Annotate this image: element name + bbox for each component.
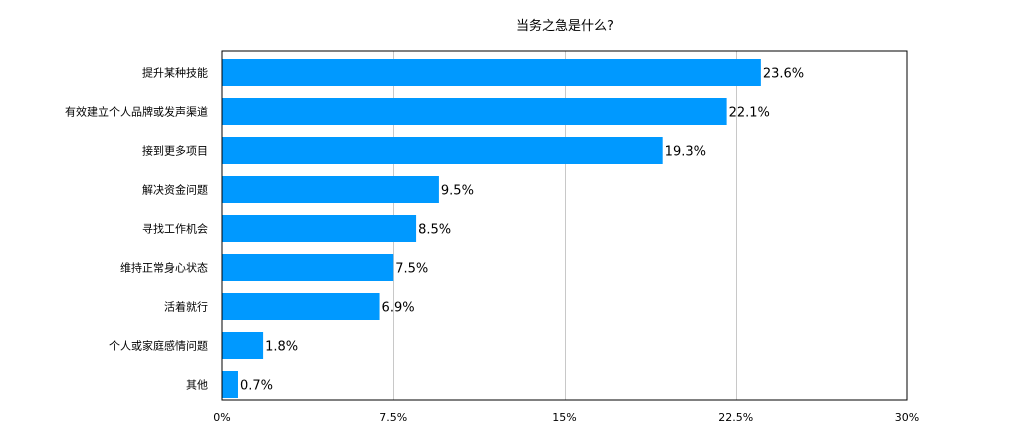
category-label: 提升某种技能	[142, 66, 208, 80]
data-label: 1.8%	[265, 340, 298, 355]
category-label: 接到更多项目	[142, 144, 208, 158]
bar	[222, 176, 439, 203]
category-label: 个人或家庭感情问题	[109, 339, 208, 353]
x-tick-label: 0%	[213, 411, 230, 424]
bar	[222, 59, 761, 86]
data-label: 0.7%	[240, 379, 273, 394]
data-label: 23.6%	[763, 67, 804, 82]
data-label: 8.5%	[418, 223, 451, 238]
category-label: 有效建立个人品牌或发声渠道	[65, 105, 208, 119]
bar	[222, 215, 417, 242]
labels: 0% 7.5% 15% 22.5% 30% 提升某种技能 23.6% 有效建立个人品牌或发声渠…	[65, 66, 919, 425]
data-label: 7.5%	[395, 262, 428, 277]
bar	[222, 371, 238, 398]
data-label: 9.5%	[441, 184, 474, 199]
category-label: 其他	[186, 379, 208, 392]
data-label: 22.1%	[729, 106, 770, 121]
plot-frame	[221, 50, 908, 401]
data-label: 6.9%	[382, 301, 415, 316]
bars	[222, 59, 761, 398]
bar	[222, 332, 264, 359]
category-label: 活着就行	[164, 300, 208, 314]
bar	[222, 293, 380, 320]
bar	[222, 98, 727, 125]
data-label: 19.3%	[665, 145, 706, 160]
x-tick-label: 15%	[552, 411, 576, 424]
category-label: 寻找工作机会	[142, 222, 208, 236]
category-label: 解决资金问题	[142, 183, 208, 197]
chart-title: 当务之急是什么?	[516, 18, 614, 34]
x-tick-label: 30%	[895, 411, 919, 424]
bar	[222, 254, 394, 281]
x-tick-label: 7.5%	[379, 411, 407, 424]
category-label: 维持正常身心状态	[120, 261, 208, 275]
bar	[222, 137, 663, 164]
x-tick-label: 22.5%	[718, 411, 753, 424]
